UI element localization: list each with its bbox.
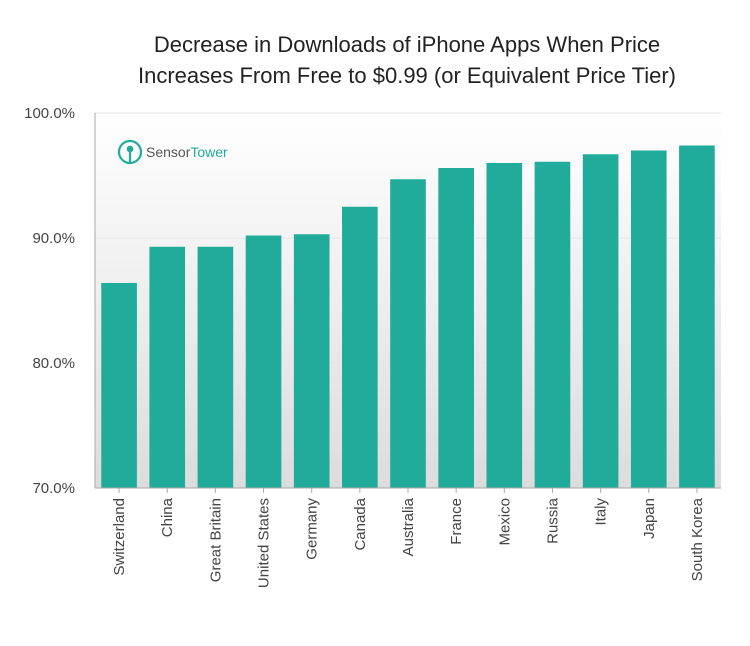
- y-tick-label: 100.0%: [24, 105, 75, 122]
- bar: [534, 161, 571, 488]
- bar: [438, 168, 474, 488]
- x-axis-ticks: Switzerland China Great Britain United Stat…: [111, 497, 706, 588]
- bar: [679, 145, 715, 488]
- logo-wordmark: SensorTower: [146, 144, 228, 160]
- y-axis-ticks: 70.0% 80.0% 90.0% 100.0%: [24, 105, 75, 497]
- bar: [342, 206, 378, 488]
- bar: [630, 150, 667, 488]
- x-tick-label: Germany: [304, 498, 321, 560]
- x-tick-label: Australia: [400, 497, 417, 556]
- x-tick-label: China: [159, 497, 176, 537]
- bars: [101, 145, 715, 488]
- logo-ring-icon: [117, 139, 143, 165]
- x-tick-label: Switzerland: [111, 498, 128, 576]
- x-tick-label: Italy: [593, 498, 610, 526]
- y-tick-label: 70.0%: [32, 480, 75, 497]
- bar: [390, 179, 426, 488]
- x-tick-label: Russia: [544, 497, 561, 544]
- y-tick-label: 80.0%: [32, 355, 75, 372]
- y-tick-label: 90.0%: [32, 230, 75, 247]
- chart-title-line-2: Increases From Free to $0.99 (or Equival…: [138, 63, 676, 88]
- bar: [293, 234, 330, 488]
- bar: [101, 283, 137, 488]
- logo-dot-icon: [126, 145, 134, 153]
- sensortower-logo: SensorTower: [117, 139, 228, 165]
- x-tick-label: Mexico: [496, 498, 513, 546]
- bar: [197, 246, 234, 488]
- logo-text-sensor: Sensor: [146, 144, 191, 160]
- logo-text-tower: Tower: [190, 144, 228, 160]
- x-tick-label: United States: [256, 498, 273, 588]
- bar: [582, 154, 619, 488]
- x-tick-label: Canada: [352, 497, 369, 550]
- bar: [149, 246, 186, 488]
- x-tick-label: Great Britain: [207, 498, 224, 582]
- bar: [245, 235, 282, 488]
- x-tick-label: France: [448, 498, 465, 545]
- x-tick-label: South Korea: [689, 497, 706, 581]
- bar: [486, 163, 523, 488]
- axes: [94, 113, 721, 493]
- chart-title-line-1: Decrease in Downloads of iPhone Apps Whe…: [154, 32, 660, 57]
- x-tick-label: Japan: [641, 498, 658, 539]
